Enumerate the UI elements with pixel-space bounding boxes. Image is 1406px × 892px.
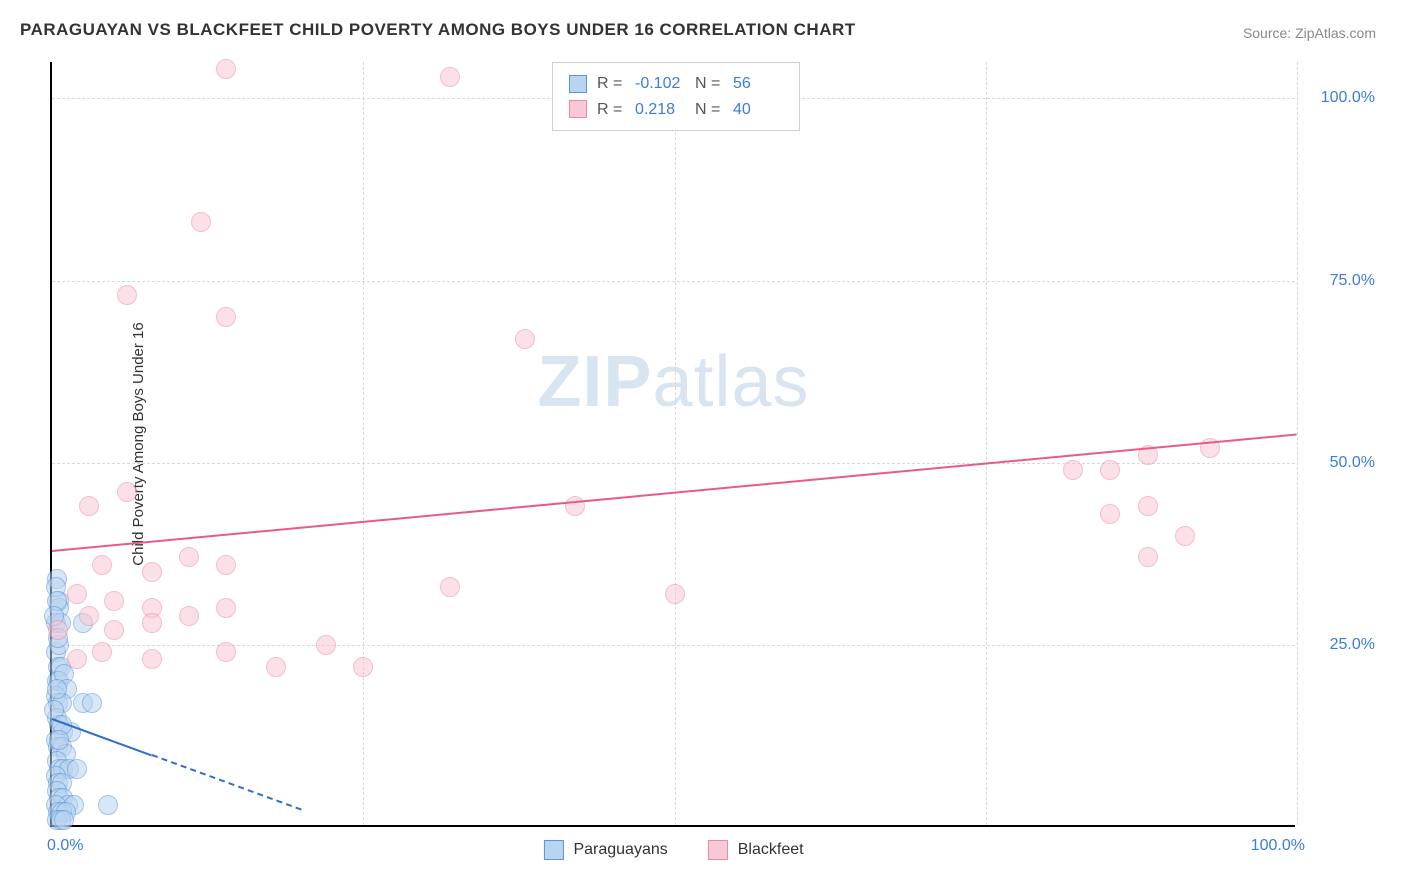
scatter-point (266, 657, 286, 677)
stat-n-value: 56 (733, 71, 783, 97)
legend-label: Paraguayans (573, 841, 667, 859)
y-axis-label: Child Poverty Among Boys Under 16 (130, 322, 147, 565)
scatter-point (216, 307, 236, 327)
stat-n-value: 40 (733, 97, 783, 123)
gridline-vertical (1297, 62, 1298, 825)
gridline-horizontal (52, 281, 1295, 282)
scatter-point (1138, 547, 1158, 567)
stat-r-value: 0.218 (635, 97, 685, 123)
scatter-point (191, 212, 211, 232)
scatter-point (79, 606, 99, 626)
y-tick-label: 50.0% (1305, 454, 1375, 472)
scatter-point (665, 584, 685, 604)
scatter-point (216, 555, 236, 575)
y-tick-label: 100.0% (1305, 89, 1375, 107)
scatter-point (142, 562, 162, 582)
scatter-point (104, 591, 124, 611)
legend-swatch (708, 840, 728, 860)
legend-swatch (569, 75, 587, 93)
scatter-point (67, 584, 87, 604)
scatter-point (179, 547, 199, 567)
trend-line-dashed (151, 754, 301, 811)
legend-swatch (543, 840, 563, 860)
scatter-point (82, 693, 102, 713)
scatter-point (316, 635, 336, 655)
scatter-point (117, 285, 137, 305)
stat-n-label: N = (695, 71, 723, 97)
stats-box: R = -0.102 N = 56 R = 0.218 N = 40 (552, 62, 800, 131)
scatter-point (1100, 504, 1120, 524)
legend-item: Paraguayans (543, 840, 667, 860)
scatter-point (1100, 460, 1120, 480)
stats-row: R = -0.102 N = 56 (569, 71, 783, 97)
scatter-point (67, 649, 87, 669)
scatter-point (67, 759, 87, 779)
scatter-point (117, 482, 137, 502)
stat-r-label: R = (597, 71, 625, 97)
scatter-point (1063, 460, 1083, 480)
bottom-legend: Paraguayans Blackfeet (543, 840, 803, 860)
plot-area: Child Poverty Among Boys Under 16 ZIPatl… (50, 62, 1295, 827)
stat-r-value: -0.102 (635, 71, 685, 97)
scatter-point (54, 810, 74, 830)
watermark-rest: atlas (652, 342, 809, 422)
x-tick-label: 100.0% (1235, 837, 1305, 855)
gridline-vertical (675, 62, 676, 825)
scatter-point (98, 795, 118, 815)
scatter-point (440, 67, 460, 87)
stat-r-label: R = (597, 97, 625, 123)
scatter-point (48, 620, 68, 640)
scatter-point (353, 657, 373, 677)
gridline-vertical (363, 62, 364, 825)
source-attribution: Source: ZipAtlas.com (1243, 25, 1376, 41)
legend-swatch (569, 100, 587, 118)
scatter-point (142, 613, 162, 633)
y-tick-label: 25.0% (1305, 636, 1375, 654)
scatter-point (440, 577, 460, 597)
watermark: ZIPatlas (537, 341, 809, 423)
stats-row: R = 0.218 N = 40 (569, 97, 783, 123)
y-tick-label: 75.0% (1305, 272, 1375, 290)
scatter-point (142, 649, 162, 669)
scatter-point (216, 642, 236, 662)
scatter-point (79, 496, 99, 516)
gridline-vertical (986, 62, 987, 825)
scatter-point (1138, 496, 1158, 516)
watermark-bold: ZIP (537, 342, 652, 422)
scatter-point (179, 606, 199, 626)
scatter-point (515, 329, 535, 349)
legend-item: Blackfeet (708, 840, 804, 860)
legend-label: Blackfeet (738, 841, 804, 859)
scatter-point (216, 598, 236, 618)
scatter-point (1175, 526, 1195, 546)
scatter-point (216, 59, 236, 79)
stat-n-label: N = (695, 97, 723, 123)
scatter-point (49, 730, 69, 750)
gridline-horizontal (52, 645, 1295, 646)
chart-title: PARAGUAYAN VS BLACKFEET CHILD POVERTY AM… (20, 20, 856, 40)
scatter-point (104, 620, 124, 640)
scatter-point (92, 642, 112, 662)
scatter-point (47, 679, 67, 699)
x-tick-label: 0.0% (47, 837, 83, 855)
scatter-point (92, 555, 112, 575)
